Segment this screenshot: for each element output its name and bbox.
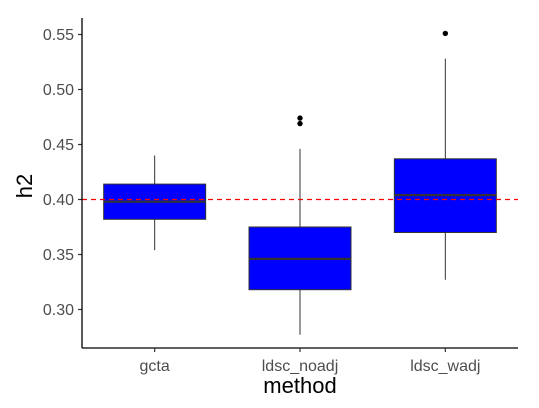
x-tick-label: ldsc_wadj <box>410 358 480 375</box>
y-tick-label: 0.30 <box>43 302 74 319</box>
box-ldsc_noadj <box>248 115 352 335</box>
y-axis-title: h2 <box>12 174 37 198</box>
y-tick-label: 0.55 <box>43 27 74 44</box>
x-axis-title: method <box>263 373 336 398</box>
y-tick-layer: 0.30 0.35 0.40 0.45 0.50 0.55 <box>43 27 82 319</box>
y-tick-label: 0.35 <box>43 247 74 264</box>
box-gcta <box>103 155 207 251</box>
outlier-point <box>442 30 449 37</box>
x-tick-label: ldsc_noadj <box>262 358 339 375</box>
x-tick-layer: gcta ldsc_noadj ldsc_wadj <box>140 348 480 375</box>
y-tick-label: 0.45 <box>43 137 74 154</box>
y-tick-label: 0.40 <box>43 192 74 209</box>
y-tick-label: 0.50 <box>43 82 74 99</box>
outlier-point <box>297 120 303 127</box>
box-layer <box>103 30 497 335</box>
x-tick-label: gcta <box>140 358 170 375</box>
box-ldsc_wadj <box>393 30 497 280</box>
outlier-point <box>297 115 303 121</box>
